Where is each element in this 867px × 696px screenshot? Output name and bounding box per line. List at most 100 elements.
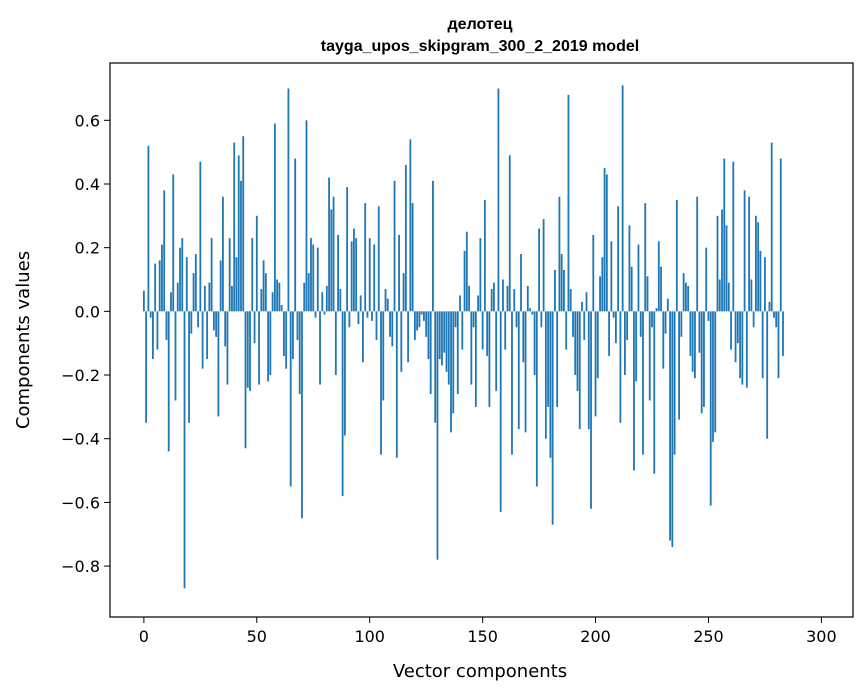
bar [718,279,721,312]
y-tick-label: −0.2 [61,366,100,385]
bar [443,311,446,353]
bar [587,311,590,430]
bar [549,311,552,458]
bar [348,311,351,328]
x-tick-label: 100 [354,627,385,646]
bar [759,250,762,312]
bar [409,139,412,312]
bar [736,311,739,344]
bar [628,225,631,312]
bar [434,311,437,423]
bar [206,311,209,360]
bar [450,311,452,433]
bar [517,311,520,430]
bar [678,311,681,420]
bar [312,244,315,312]
bar [599,276,601,312]
bar [174,311,177,401]
bar [745,311,748,388]
x-tick-label: 50 [247,627,267,646]
bar [535,311,538,487]
bar [235,257,238,312]
bar [739,311,741,379]
bar [334,311,337,376]
bar [212,311,215,331]
bar [423,311,425,321]
bar [538,228,540,312]
bar [544,311,547,439]
bar [560,254,563,312]
bar [642,311,644,455]
bar [583,311,586,340]
bar [732,161,735,312]
bar [714,311,717,433]
bar [185,257,188,312]
bar [705,247,708,312]
bar [651,311,653,328]
bar [264,273,267,312]
bar [511,311,513,455]
bar [267,311,269,382]
bar [605,174,608,312]
bar [578,311,581,430]
bar [673,311,676,455]
bar [782,311,784,356]
bar [569,289,572,312]
bar [533,311,536,376]
bar [624,311,626,376]
bar [723,158,726,312]
bar [666,298,669,312]
bar [271,292,274,312]
bar [585,292,588,312]
bar [323,311,326,315]
bar [664,311,667,334]
bar [653,311,656,474]
bar [775,311,778,328]
bar [660,266,662,312]
bar [181,238,184,312]
bar [167,311,170,452]
x-tick-label: 300 [806,627,837,646]
bar [172,174,175,312]
bar [208,282,211,312]
bar [380,311,382,455]
bar [233,142,236,312]
bar [447,311,450,385]
bar [497,88,500,312]
bar [614,311,617,344]
bar [621,85,624,312]
bar [712,311,714,442]
bar [154,263,157,312]
bar [432,180,434,312]
bar [474,311,477,407]
bar [246,311,249,388]
bar [619,311,622,423]
bar [558,196,561,312]
bar [292,311,294,360]
bar [779,158,782,312]
bar [472,311,475,328]
bar [280,304,283,312]
bar [398,234,400,312]
y-tick-label: −0.6 [61,493,100,512]
bar [386,298,389,312]
bar [156,311,159,350]
bar [384,289,387,312]
bar [551,311,554,525]
bar [219,260,222,312]
bar [194,254,197,312]
y-tick-label: −0.4 [61,430,100,449]
bar [319,311,321,385]
bar [183,311,186,589]
bar [276,279,279,312]
bar [761,311,764,379]
bar [289,311,292,487]
bar [325,285,328,312]
bar [594,311,597,417]
bar [700,311,703,414]
bar [330,209,333,312]
bar [210,238,213,312]
bar [199,161,202,312]
bar [418,311,421,328]
